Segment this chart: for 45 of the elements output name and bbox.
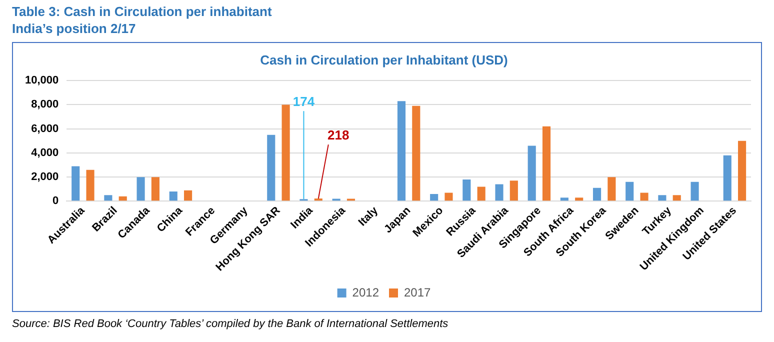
bar <box>477 186 486 201</box>
bar <box>738 140 746 201</box>
bar <box>72 166 80 201</box>
bar <box>528 146 536 201</box>
bar <box>104 195 112 201</box>
bar <box>412 106 420 201</box>
bar <box>462 179 471 201</box>
bar <box>626 182 634 201</box>
bar <box>169 192 178 201</box>
y-tick-label: 10,000 <box>24 74 59 87</box>
text: India’s position 2/17 <box>12 20 137 37</box>
chart-title: Cash in Circulation per Inhabitant (USD) <box>260 52 508 68</box>
bar <box>723 155 732 201</box>
legend-label: 2017 <box>404 285 432 300</box>
bar <box>282 104 290 201</box>
bar <box>184 190 192 201</box>
bar <box>510 180 518 201</box>
bar <box>151 177 160 201</box>
bar <box>542 126 551 201</box>
bar <box>495 184 504 201</box>
bar <box>575 198 584 201</box>
legend-label: 2012 <box>352 285 380 300</box>
bar <box>397 101 406 201</box>
y-tick-label: 0 <box>52 195 59 208</box>
data-label: 174 <box>292 94 316 110</box>
bar <box>592 188 602 201</box>
bar <box>118 196 127 201</box>
source-note: Source: BIS Red Book ‘Country Tables’ compiled by the Bank of International Settlements <box>12 318 448 330</box>
bar <box>672 195 681 201</box>
bar <box>430 194 438 201</box>
bar <box>444 192 453 201</box>
bar <box>690 182 699 201</box>
bar <box>560 198 568 201</box>
bar <box>658 195 666 201</box>
y-tick-label: 6,000 <box>31 122 59 135</box>
caption: Table 3: Cash in Circulation per inhabitant <box>12 3 272 20</box>
data-label: 218 <box>328 128 350 143</box>
y-tick-label: 2,000 <box>31 171 59 184</box>
y-tick-label: 8,000 <box>31 98 59 111</box>
bar <box>640 192 648 201</box>
bar <box>608 177 616 201</box>
bar <box>86 170 94 201</box>
y-tick-label: 4,000 <box>31 146 59 159</box>
bar <box>267 134 276 201</box>
bar <box>136 177 145 201</box>
